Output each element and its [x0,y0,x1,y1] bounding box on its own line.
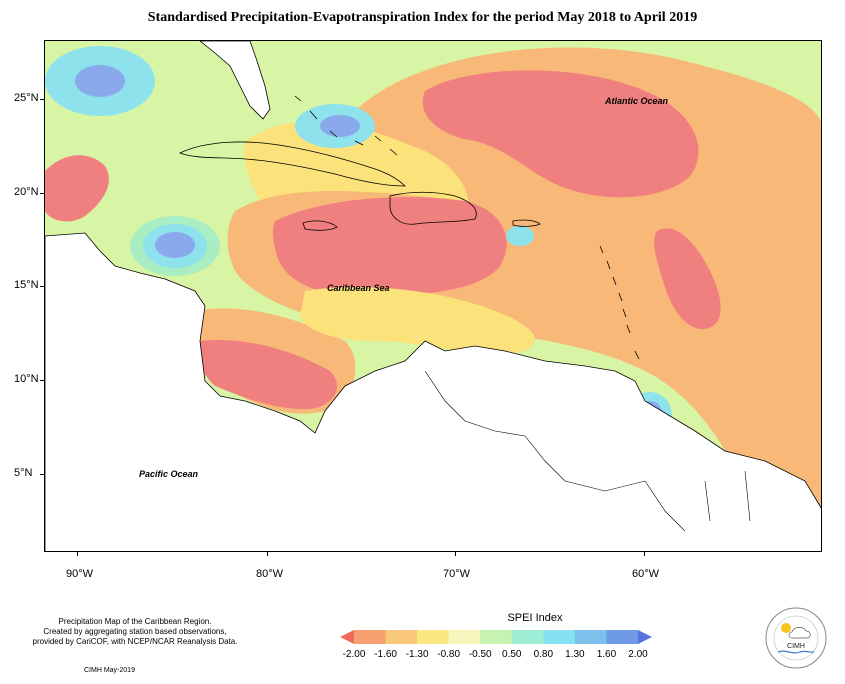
legend-swatch [574,630,607,644]
very-dry-caribbean [272,197,507,296]
moderately-dry-south [300,287,535,354]
cimh-logo: CIMH [765,607,827,669]
lon-label-90w: 90°W [66,568,94,580]
credit-line-2: Created by aggregating station based obs… [43,627,227,636]
legend-swatch [448,630,481,644]
spei-map: Atlantic Ocean Caribbean Sea Pacific Oce… [44,40,822,552]
caribbean-sea-label: Caribbean Sea [327,283,390,293]
lon-tick [455,552,456,556]
legend-swatch [340,630,354,644]
legend-swatch [543,630,576,644]
legend-label: 0.50 [502,649,522,660]
legend-label: -0.80 [437,649,461,660]
lat-label-5n: 5°N [14,467,33,479]
very-wet-bahamas [320,115,360,137]
lat-label-20n: 20°N [14,186,39,198]
logo-text: CIMH [787,643,805,650]
lon-label-70w: 70°W [443,568,471,580]
lat-tick [40,474,44,475]
very-wet-nicaragua [155,232,195,258]
very-dry-central-america [198,340,338,410]
water-wave-icon [777,650,815,654]
lat-tick [40,99,44,100]
atlantic-ocean-label: Atlantic Ocean [604,96,669,106]
bahamas-outline [294,95,398,156]
lat-tick [40,193,44,194]
credit-line-1: Precipitation Map of the Caribbean Regio… [58,617,212,626]
legend-swatch [606,630,639,644]
very-dry-east [654,228,721,330]
lon-label-60w: 60°W [632,568,660,580]
legend-label: 1.60 [596,649,617,660]
map-title: Standardised Precipitation-Evapotranspir… [147,10,698,25]
legend-label: 0.80 [533,649,554,660]
lon-tick [267,552,268,556]
hispaniola-outline [389,191,477,225]
puerto-rico-outline [512,219,541,227]
pacific-ocean-label: Pacific Ocean [139,469,199,479]
cloud-icon [788,627,811,639]
very-dry-atlantic [422,70,699,198]
very-dry-yucatan [45,155,109,222]
lon-label-80w: 80°W [256,568,284,580]
lesser-antilles-outline [599,245,640,360]
legend-swatch [417,630,450,644]
legend-label: -1.30 [405,649,429,660]
florida-land [199,41,271,120]
legend-swatch [354,630,387,644]
legend-swatch [385,630,418,644]
lat-label-15n: 15°N [14,279,39,291]
lon-tick [644,552,645,556]
lon-tick [77,552,78,556]
lat-tick [40,286,44,287]
sun-icon [781,623,791,633]
legend-swatch [480,630,513,644]
legend-swatch [511,630,544,644]
very-wet-gulf [75,65,125,97]
map-credits: Precipitation Map of the Caribbean Regio… [10,617,260,647]
lat-label-25n: 25°N [14,92,39,104]
legend-label: -1.60 [374,649,397,660]
cimh-date: CIMH May-2019 [84,667,135,674]
spei-map-canvas: Atlantic Ocean Caribbean Sea Pacific Oce… [45,41,821,551]
credit-line-3: provided by CariCOF, with NCEP/NCAR Rean… [32,637,238,646]
legend-labels: -2.00 -1.60 -1.30 -0.80 -0.50 0.50 0.80 … [342,649,654,663]
spei-legend-bar [340,630,652,644]
cuba-outline [179,141,406,187]
lat-label-10n: 10°N [14,373,39,385]
legend-title: SPEI Index [507,612,563,624]
lat-tick [40,380,44,381]
legend-label: 2.00 [628,649,648,660]
country-borders [424,370,751,532]
legend-label: -2.00 [342,649,366,660]
south-central-america-land [45,232,821,551]
legend-label: -0.50 [468,649,492,660]
jamaica-outline [302,220,338,231]
wet-puerto-rico [506,226,534,246]
legend-swatch [638,630,652,644]
legend-label: 1.30 [565,649,585,660]
